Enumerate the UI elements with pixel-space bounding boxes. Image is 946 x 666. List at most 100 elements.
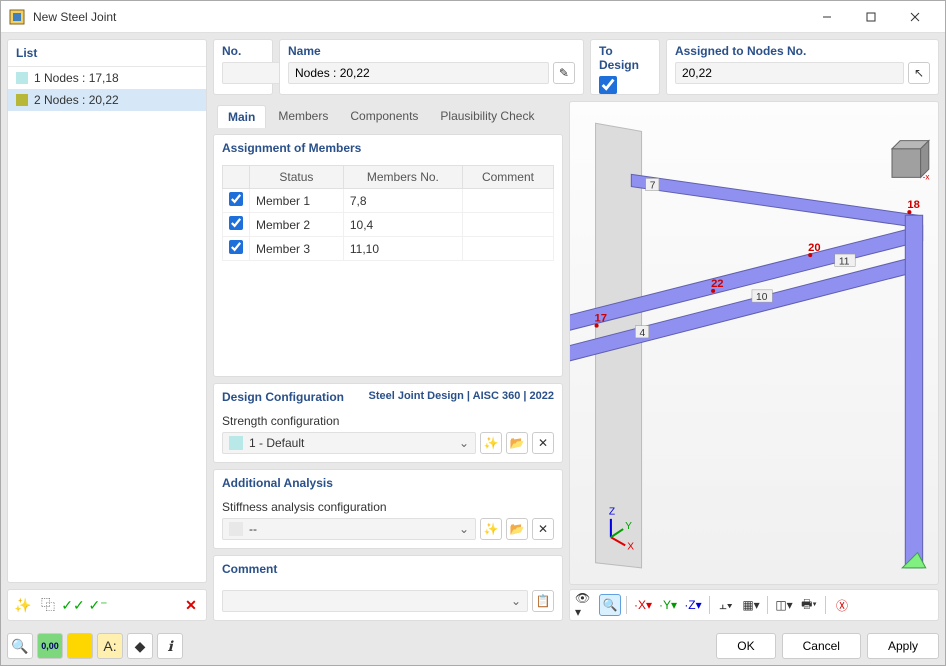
open-config-button[interactable]: 📂 <box>506 432 528 454</box>
list-header: List <box>8 40 206 67</box>
tab-components[interactable]: Components <box>340 105 428 128</box>
new-item-button[interactable]: ✨ <box>12 594 34 616</box>
chevron-down-icon: ⌄ <box>459 436 469 450</box>
info-button[interactable]: ◆ <box>127 633 153 659</box>
svg-text:10: 10 <box>756 292 768 303</box>
view-mode-button[interactable]: 👁▾ <box>574 594 596 616</box>
edit-name-button[interactable]: ✎ <box>553 62 575 84</box>
member-status: Member 2 <box>250 213 344 237</box>
member-no: 10,4 <box>343 213 462 237</box>
view-x-button[interactable]: ·X▾ <box>632 594 654 616</box>
comment-dropdown[interactable]: ⌄ <box>222 590 528 612</box>
no-label: No. <box>222 44 264 58</box>
table-row: Member 17,8 <box>223 189 554 213</box>
window-title: New Steel Joint <box>33 10 805 24</box>
svg-text:17: 17 <box>595 313 608 325</box>
svg-text:7: 7 <box>650 181 656 192</box>
delete-stiffness-button[interactable]: ✕ <box>532 518 554 540</box>
app-icon <box>9 9 25 25</box>
member-comment <box>462 213 553 237</box>
copy-item-button[interactable]: ⿻ <box>37 594 59 616</box>
strength-config-value: 1 - Default <box>249 436 459 450</box>
member-status: Member 3 <box>250 237 344 261</box>
member-checkbox[interactable] <box>229 216 243 230</box>
col-members-no: Members No. <box>343 166 462 189</box>
member-comment <box>462 189 553 213</box>
svg-text:11: 11 <box>839 256 850 267</box>
box-button[interactable]: ◫▾ <box>773 594 795 616</box>
member-status: Member 1 <box>250 189 344 213</box>
svg-text:Y: Y <box>625 521 632 532</box>
additional-analysis-header: Additional Analysis <box>214 470 562 496</box>
assigned-input[interactable] <box>675 62 904 84</box>
text-button[interactable]: A: <box>97 633 123 659</box>
comment-edit-button[interactable]: 📋 <box>532 590 554 612</box>
view-cube[interactable]: -x <box>892 141 929 182</box>
name-input[interactable] <box>288 62 549 84</box>
assigned-label: Assigned to Nodes No. <box>675 44 930 58</box>
minimize-button[interactable] <box>805 1 849 33</box>
reset-view-button[interactable]: Ⓧ <box>831 594 853 616</box>
tab-members[interactable]: Members <box>268 105 338 128</box>
member-checkbox[interactable] <box>229 240 243 254</box>
member-no: 11,10 <box>343 237 462 261</box>
units-button[interactable]: 0,00 <box>37 633 63 659</box>
close-button[interactable] <box>893 1 937 33</box>
to-design-checkbox[interactable] <box>599 76 617 94</box>
3d-viewer[interactable]: 711104 18202217 Z X Y <box>569 101 939 585</box>
design-code: Steel Joint Design | AISC 360 | 2022 <box>369 390 555 404</box>
new-stiffness-button[interactable]: ✨ <box>480 518 502 540</box>
highlight-button[interactable] <box>67 633 93 659</box>
list-item-label: 2 Nodes : 20,22 <box>34 93 119 107</box>
chevron-down-icon: ⌄ <box>459 522 469 536</box>
swatch <box>16 94 28 106</box>
assignment-header: Assignment of Members <box>214 135 562 161</box>
design-config-label: Strength configuration <box>222 414 554 428</box>
stiffness-config-dropdown[interactable]: -- ⌄ <box>222 518 476 540</box>
svg-text:22: 22 <box>711 278 724 290</box>
strength-config-dropdown[interactable]: 1 - Default ⌄ <box>222 432 476 454</box>
member-checkbox[interactable] <box>229 192 243 206</box>
name-label: Name <box>288 44 575 58</box>
svg-text:4: 4 <box>640 328 646 339</box>
svg-text:Z: Z <box>609 507 615 518</box>
svg-text:-x: -x <box>923 172 930 181</box>
display-button[interactable]: ▦▾ <box>740 594 762 616</box>
comment-header: Comment <box>214 556 562 582</box>
cancel-button[interactable]: Cancel <box>782 633 861 659</box>
design-config-header: Design Configuration <box>222 390 344 404</box>
tab-plausibility-check[interactable]: Plausibility Check <box>430 105 544 128</box>
view-y-button[interactable]: ·Y▾ <box>657 594 679 616</box>
list-item[interactable]: 1 Nodes : 17,18 <box>8 67 206 89</box>
chevron-down-icon: ⌄ <box>511 594 521 608</box>
col-comment: Comment <box>462 166 553 189</box>
ok-button[interactable]: OK <box>716 633 775 659</box>
list-item[interactable]: 2 Nodes : 20,22 <box>8 89 206 111</box>
view-z-button[interactable]: ·Z▾ <box>682 594 704 616</box>
calc-button[interactable]: 🔍 <box>7 633 33 659</box>
help-button[interactable]: ℹ <box>157 633 183 659</box>
new-config-button[interactable]: ✨ <box>480 432 502 454</box>
uncheck-all-button[interactable]: ✓⁻ <box>87 594 109 616</box>
table-row: Member 311,10 <box>223 237 554 261</box>
svg-text:18: 18 <box>907 199 920 211</box>
delete-config-button[interactable]: ✕ <box>532 432 554 454</box>
member-no: 7,8 <box>343 189 462 213</box>
apply-button[interactable]: Apply <box>867 633 939 659</box>
strength-config-swatch <box>229 436 243 450</box>
to-design-label: To Design <box>599 44 651 72</box>
delete-item-button[interactable]: ✕ <box>180 594 202 616</box>
svg-text:20: 20 <box>808 242 821 254</box>
pick-nodes-button[interactable]: ↖ <box>908 62 930 84</box>
member-comment <box>462 237 553 261</box>
stiffness-config-value: -- <box>249 522 459 536</box>
print-button[interactable]: 🖶▾ <box>798 594 820 616</box>
maximize-button[interactable] <box>849 1 893 33</box>
tab-main[interactable]: Main <box>217 105 266 128</box>
open-stiffness-button[interactable]: 📂 <box>506 518 528 540</box>
axes-button[interactable]: ⫠▾ <box>715 594 737 616</box>
check-all-button[interactable]: ✓✓ <box>62 594 84 616</box>
zoom-extents-button[interactable]: 🔍 <box>599 594 621 616</box>
swatch <box>16 72 28 84</box>
stiffness-config-label: Stiffness analysis configuration <box>222 500 554 514</box>
